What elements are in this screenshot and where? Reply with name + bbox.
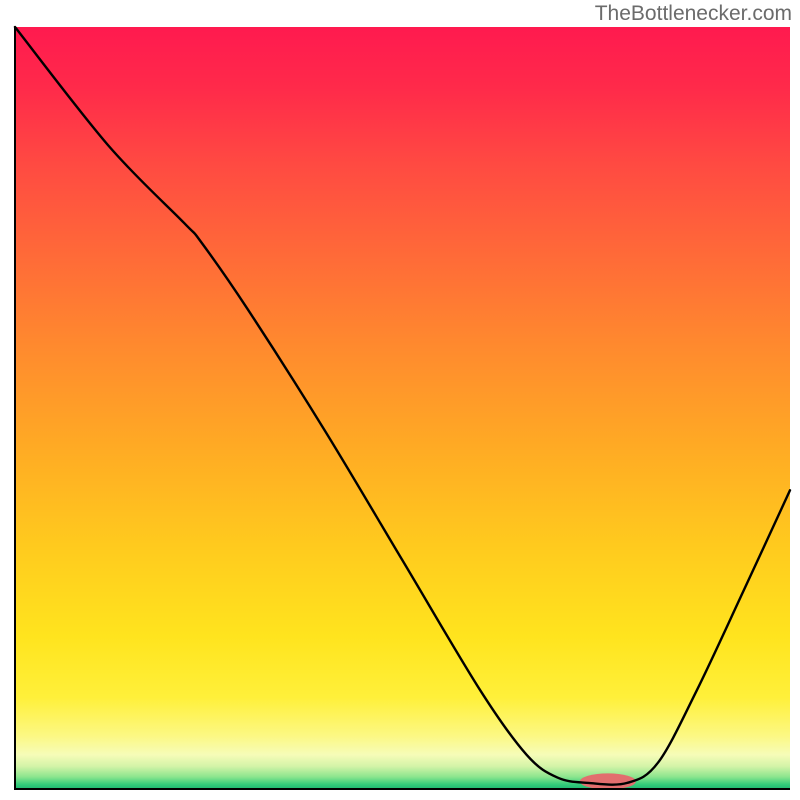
optimum-marker xyxy=(580,773,636,789)
chart-container: TheBottlenecker.com xyxy=(0,0,800,800)
watermark-text: TheBottlenecker.com xyxy=(595,2,792,26)
gradient-background xyxy=(15,27,790,789)
bottleneck-chart xyxy=(0,0,800,800)
